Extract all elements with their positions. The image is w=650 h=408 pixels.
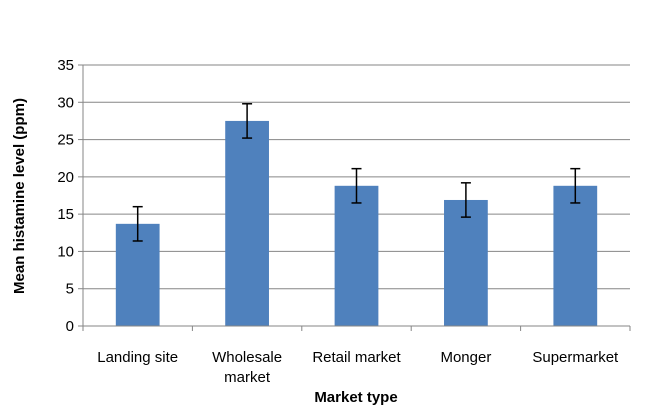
bar (334, 185, 379, 326)
bar (444, 199, 488, 326)
x-tick-label-line: Retail market (312, 349, 401, 366)
y-tick-label: 0 (66, 318, 74, 335)
x-tick-labels: Landing site Wholesale market Retail market… (82, 326, 631, 386)
x-tick-label-line: Monger (440, 349, 491, 366)
x-tick-label-line: Wholesale (212, 349, 282, 366)
y-tick-label: 25 (57, 132, 74, 149)
y-tick-label: 35 (57, 57, 74, 74)
x-tick-label: Supermarket (532, 349, 619, 366)
y-tick-labels: 0 5 10 15 20 25 30 35 (57, 57, 83, 335)
y-axis-title: Mean histamine level (ppm) (11, 98, 28, 294)
x-tick-label: Landing site (97, 349, 178, 366)
bar (225, 120, 269, 326)
x-tick-label: Wholesale market (212, 349, 282, 386)
x-tick-label-line: Landing site (97, 349, 178, 366)
y-tick-label: 5 (66, 281, 74, 298)
y-tick-label: 15 (57, 206, 74, 223)
bars (115, 120, 598, 326)
x-tick-label: Retail market (312, 349, 401, 366)
bar (553, 185, 598, 326)
y-tick-label: 30 (57, 94, 74, 111)
x-tick-label-line: market (224, 369, 271, 386)
error-bars (132, 103, 581, 242)
x-tick-label-line: Supermarket (532, 349, 619, 366)
x-axis-title: Market type (314, 389, 397, 406)
y-tick-label: 10 (57, 243, 74, 260)
x-tick-label: Monger (440, 349, 491, 366)
y-tick-label: 20 (57, 169, 74, 186)
